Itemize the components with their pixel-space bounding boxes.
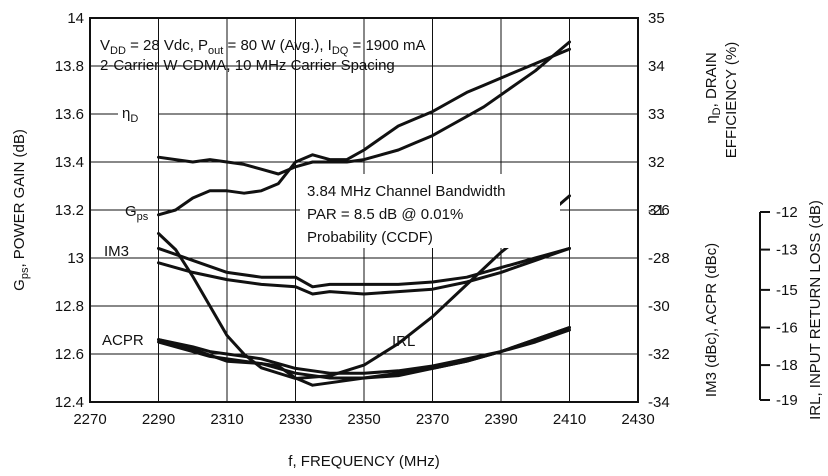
right-eff-tick-label: 35 [648, 10, 665, 27]
x-tick-label: 2410 [553, 411, 586, 428]
irl-axis-title: IRL, INPUT RETURN LOSS (dB) [807, 200, 824, 420]
right-dbc-tick-label: -30 [648, 298, 670, 315]
x-tick-label: 2310 [210, 411, 243, 428]
right-dbc-tick-label: -26 [648, 202, 670, 219]
x-tick-label: 2430 [621, 411, 654, 428]
conditions-line-2: 2-Carrier W-CDMA, 10 MHz Carrier Spacing [100, 57, 395, 74]
bandwidth-note-1: 3.84 MHz Channel Bandwidth [307, 183, 505, 200]
irl-tick-label: -15 [776, 282, 798, 299]
series-line-acpr-3 [157, 326, 571, 387]
left-tick-label: 12.6 [55, 346, 84, 363]
right-dbc-tick-label: -32 [648, 346, 670, 363]
series-label-acpr: ACPR [102, 332, 144, 349]
series-lines [157, 40, 571, 387]
series-line--d [157, 40, 571, 176]
right-eff-tick-label: 32 [648, 154, 665, 171]
conditions-line-1: VDD = 28 Vdc, Pout = 80 W (Avg.), IDQ = … [100, 37, 426, 57]
series-line-im3 [157, 246, 571, 289]
series-line-im3-2 [157, 246, 571, 296]
irl-tick-label: -12 [776, 204, 798, 221]
right-eff-tick-label: 33 [648, 106, 665, 123]
eta-label-bg [118, 100, 158, 124]
right-axis-title-eff-1: ηD, DRAIN [703, 52, 723, 123]
left-tick-label: 13.8 [55, 58, 84, 75]
bandwidth-note-box [300, 174, 560, 248]
irl-tick-label: -13 [776, 242, 798, 259]
tick-labels: 12.4 12.6 12.8 13 13.2 13.4 13.6 13.8 14 2270 2290… [55, 10, 670, 428]
series-line-gps [157, 47, 571, 217]
left-tick-label: 13.2 [55, 202, 84, 219]
right-eff-tick-label: 31 [648, 202, 665, 219]
irl-tick-label: -18 [776, 357, 798, 374]
right-eff-tick-label: 34 [648, 58, 665, 75]
series-label-im3: IM3 [104, 243, 129, 260]
left-tick-label: 14 [67, 10, 84, 27]
x-tick-label: 2370 [416, 411, 449, 428]
x-tick-label: 2290 [142, 411, 175, 428]
left-tick-label: 13.6 [55, 106, 84, 123]
left-tick-label: 13.4 [55, 154, 84, 171]
left-tick-label: 12.4 [55, 394, 84, 411]
irl-tick-label: -19 [776, 392, 798, 409]
left-tick-label: 13 [67, 250, 84, 267]
irl-tick-label: -16 [776, 319, 798, 336]
right-axis-title-eff-2: EFFICIENCY (%) [723, 42, 740, 158]
bandwidth-note-2: PAR = 8.5 dB @ 0.01% [307, 206, 463, 223]
x-tick-label: 2330 [279, 411, 312, 428]
right-dbc-tick-label: -34 [648, 394, 670, 411]
x-axis-title: f, FREQUENCY (MHz) [288, 453, 439, 470]
right-axis-title-im3: IM3 (dBc), ACPR (dBc) [703, 243, 720, 397]
bandwidth-note-3: Probability (CCDF) [307, 229, 433, 246]
irl-axis: -12 -13 -15 -16 -18 -19 [759, 204, 798, 409]
series-label-gps: Gps [125, 203, 149, 223]
left-tick-label: 12.8 [55, 298, 84, 315]
right-dbc-tick-label: -28 [648, 250, 670, 267]
x-tick-label: 2350 [347, 411, 380, 428]
x-tick-label: 2390 [484, 411, 517, 428]
left-axis-title: Gps, POWER GAIN (dB) [11, 129, 31, 291]
plot-frame [89, 17, 639, 403]
series-line-irl [157, 194, 571, 380]
x-tick-label: 2270 [73, 411, 106, 428]
series-label-irl: IRL [392, 333, 415, 350]
